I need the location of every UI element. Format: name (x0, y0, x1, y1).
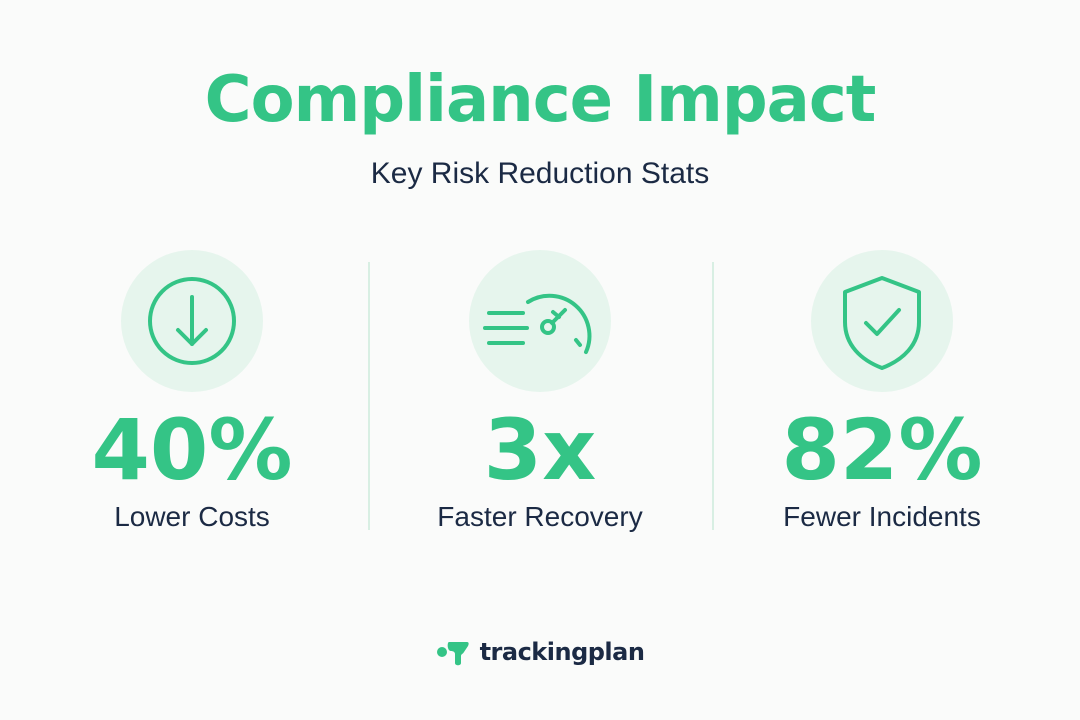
arrow-down-circle-icon (121, 250, 263, 392)
stat-label: Lower Costs (114, 501, 270, 532)
column-divider (368, 262, 370, 530)
page-subtitle: Key Risk Reduction Stats (370, 157, 710, 190)
stat-label: Faster Recovery (437, 501, 643, 532)
column-divider (712, 262, 714, 530)
stat-value: 40% (91, 401, 293, 499)
trackingplan-logo-icon (436, 642, 469, 666)
shield-check-icon (811, 250, 953, 392)
stat-label: Fewer Incidents (783, 501, 981, 532)
stat-value: 82% (781, 401, 983, 499)
page-title: Compliance Impact (204, 63, 877, 137)
brand-footer: trackingplan (0, 632, 1080, 672)
brand-name: trackingplan (479, 638, 645, 666)
speedometer-icon (469, 250, 611, 392)
stat-value: 3x (483, 401, 597, 499)
